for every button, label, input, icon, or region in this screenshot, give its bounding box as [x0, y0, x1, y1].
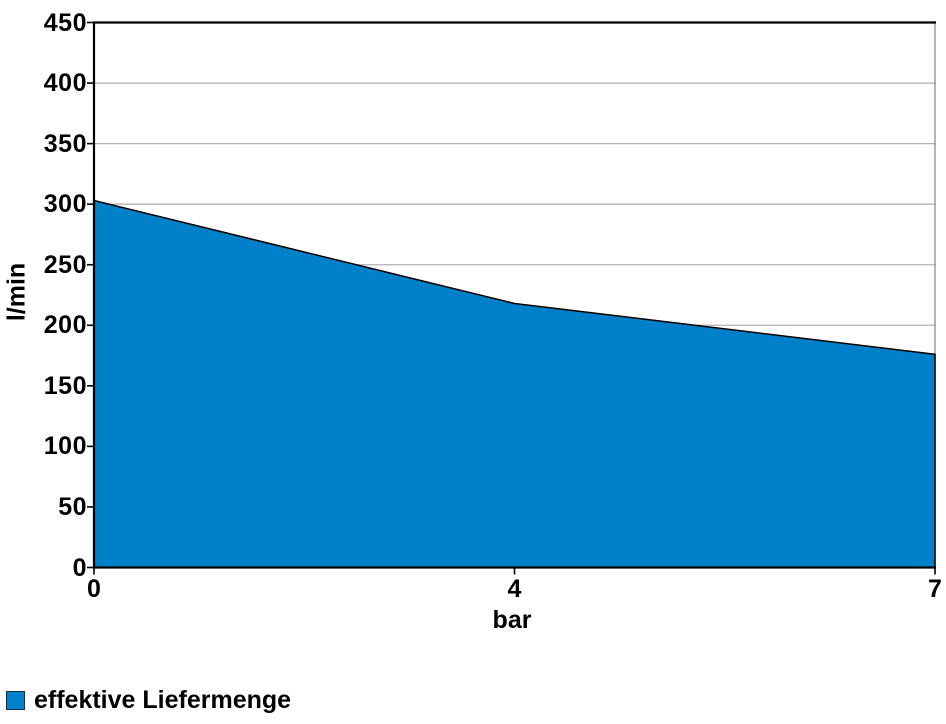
- y-tick-label: 350: [43, 129, 87, 158]
- x-axis-title: bar: [492, 606, 532, 634]
- y-tick-label: 250: [43, 250, 87, 279]
- plot-area: [87, 21, 936, 575]
- y-tick-label: 150: [43, 371, 87, 400]
- y-tick-label: 100: [43, 432, 87, 461]
- y-tick-label: 200: [43, 311, 87, 340]
- y-tick-label: 400: [43, 69, 87, 98]
- legend-label: effektive Liefermenge: [34, 686, 292, 714]
- legend: effektive Liefermenge: [6, 686, 292, 714]
- y-tick-label: 450: [43, 8, 87, 37]
- x-tick-label: 7: [928, 575, 942, 603]
- chart-svg: [87, 21, 936, 575]
- area-series: [93, 199, 936, 569]
- y-tick-label: 300: [43, 190, 87, 219]
- x-tick-label: 0: [87, 575, 101, 603]
- legend-swatch: [6, 690, 25, 710]
- x-tick-label: 4: [507, 575, 522, 603]
- y-tick-label: 50: [58, 492, 87, 521]
- y-axis-title: l/min: [2, 262, 31, 322]
- y-tick-label: 0: [72, 553, 87, 582]
